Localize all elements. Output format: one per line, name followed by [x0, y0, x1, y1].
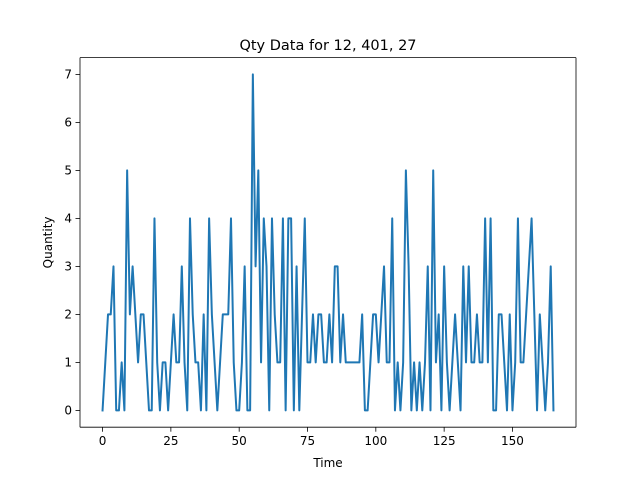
x-tick-label: 50	[232, 434, 247, 448]
axes-layer: 0 25 50 75 100 125 150 0 1 2 3 4 5 6 7	[64, 57, 577, 448]
x-axis-label: Time	[312, 456, 342, 470]
y-axis-label: Quantity	[41, 216, 55, 268]
x-tick-label: 25	[163, 434, 178, 448]
x-tick-label: 125	[433, 434, 456, 448]
y-tick-label: 5	[64, 164, 72, 178]
chart-title: Qty Data for 12, 401, 27	[239, 38, 416, 54]
x-tick-label: 150	[501, 434, 524, 448]
series-line-0	[101, 73, 555, 412]
y-tick-label: 2	[64, 308, 72, 322]
y-tick-label: 6	[64, 116, 72, 130]
x-tick-label: 0	[99, 434, 107, 448]
y-tick-label: 3	[64, 260, 72, 274]
y-tick-label: 1	[64, 356, 72, 370]
y-tick-label: 4	[64, 212, 72, 226]
y-tick-label: 7	[64, 68, 72, 82]
x-tick-label: 75	[300, 434, 315, 448]
y-tick-label: 0	[64, 404, 72, 418]
series-layer	[101, 73, 555, 412]
x-tick-label: 100	[364, 434, 387, 448]
